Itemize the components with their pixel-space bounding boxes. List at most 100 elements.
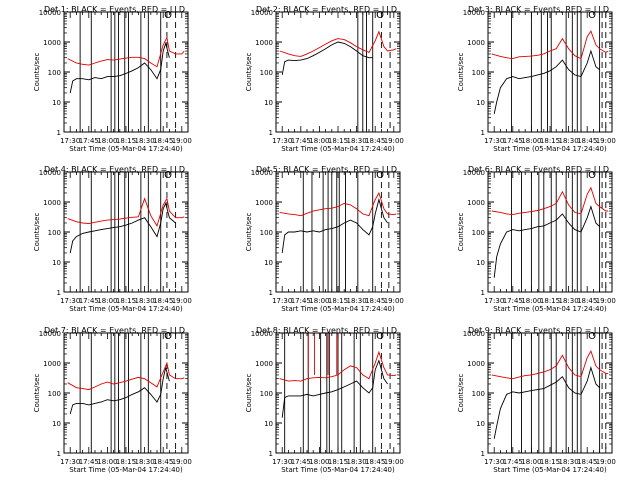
y-tick-label: 1000	[467, 39, 485, 47]
lld-series-line	[279, 30, 397, 57]
x-tick-label: 18:45	[577, 297, 597, 305]
lld-series-line	[67, 36, 185, 68]
lld-series-line	[491, 349, 609, 380]
events-series-line	[69, 367, 170, 415]
x-tick-label: 18:00	[97, 137, 117, 145]
x-tick-label: 18:00	[309, 458, 329, 466]
circle-marker-label: O	[588, 10, 596, 21]
x-tick-label: 18:15	[116, 458, 136, 466]
y-tick-label: 100	[472, 229, 485, 237]
x-tick-label: 18:45	[365, 458, 385, 466]
circle-marker-label: O	[588, 331, 596, 342]
y-tick-label: 100	[260, 229, 273, 237]
x-tick-label: 18:45	[577, 458, 597, 466]
y-axis-label: Counts/sec	[457, 53, 465, 92]
events-series-line	[69, 41, 170, 94]
lld-series-line	[491, 30, 609, 60]
x-tick-label: 18:30	[559, 458, 579, 466]
x-tick-label: 17:45	[79, 297, 99, 305]
y-tick-label: 1	[57, 129, 61, 137]
y-tick-label: 10	[264, 99, 273, 107]
lld-series-line	[279, 191, 397, 217]
y-axis-label: Counts/sec	[457, 213, 465, 252]
y-tick-label: 10	[476, 99, 485, 107]
x-axis-label: Start Time (05-Mar-04 17:24:40)	[281, 466, 395, 474]
y-tick-label: 1000	[255, 360, 273, 368]
y-tick-label: 1000	[255, 199, 273, 207]
x-tick-label: 17:30	[60, 458, 80, 466]
y-tick-label: 1000	[467, 360, 485, 368]
y-axis-label: Counts/sec	[245, 213, 253, 252]
x-tick-label: 18:15	[540, 137, 560, 145]
panel-title: Det 8: BLACK = Events, RED = LLD	[256, 326, 397, 335]
y-tick-label: 1000	[43, 39, 61, 47]
events-series-line	[281, 197, 388, 254]
x-tick-label: 19:00	[384, 137, 404, 145]
y-axis-label: Counts/sec	[33, 374, 41, 413]
x-tick-label: 17:45	[79, 137, 99, 145]
y-tick-label: 100	[472, 390, 485, 398]
x-tick-label: 18:30	[135, 137, 155, 145]
x-tick-label: 19:00	[596, 137, 616, 145]
panel-title: Det 7: BLACK = Events, RED = LLD	[44, 326, 185, 335]
events-series-line	[69, 202, 176, 254]
plot-frame	[63, 171, 189, 293]
y-tick-label: 10000	[463, 330, 485, 338]
x-tick-label: 19:00	[596, 458, 616, 466]
x-tick-label: 17:45	[503, 297, 523, 305]
y-tick-label: 1000	[43, 360, 61, 368]
y-tick-label: 1000	[43, 199, 61, 207]
x-axis-label: Start Time (05-Mar-04 17:24:40)	[281, 145, 395, 153]
y-tick-label: 10	[52, 259, 61, 267]
y-tick-label: 10000	[251, 169, 273, 177]
panel-title: Det 5: BLACK = Events, RED = LLD	[256, 165, 397, 174]
y-tick-label: 1	[57, 289, 61, 297]
y-tick-label: 10	[52, 99, 61, 107]
y-tick-label: 10	[52, 420, 61, 428]
circle-marker-label: O	[164, 170, 172, 181]
y-tick-label: 100	[472, 69, 485, 77]
y-tick-label: 1000	[255, 39, 273, 47]
x-tick-label: 17:30	[272, 137, 292, 145]
x-tick-label: 18:30	[135, 297, 155, 305]
x-tick-label: 17:30	[272, 297, 292, 305]
y-tick-label: 100	[260, 69, 273, 77]
x-tick-label: 17:45	[503, 137, 523, 145]
y-tick-label: 100	[260, 390, 273, 398]
x-tick-label: 18:30	[347, 297, 367, 305]
y-tick-label: 10	[264, 420, 273, 428]
plot-frame	[63, 11, 189, 133]
x-tick-label: 18:00	[521, 137, 541, 145]
y-tick-label: 1	[269, 129, 273, 137]
panel-title: Det 9: BLACK = Events, RED = LLD	[468, 326, 609, 335]
lld-series-line	[67, 197, 185, 228]
x-axis-label: Start Time (05-Mar-04 17:24:40)	[493, 466, 607, 474]
y-tick-label: 10	[476, 259, 485, 267]
y-tick-label: 1	[481, 129, 485, 137]
y-axis-label: Counts/sec	[245, 374, 253, 413]
x-tick-label: 18:00	[521, 458, 541, 466]
x-tick-label: 19:00	[172, 137, 192, 145]
panel-title: Det 6: BLACK = Events, RED = LLD	[468, 165, 609, 174]
x-tick-label: 18:30	[347, 137, 367, 145]
y-tick-label: 10000	[463, 9, 485, 17]
x-tick-label: 19:00	[596, 297, 616, 305]
y-axis-label: Counts/sec	[33, 53, 41, 92]
y-axis-label: Counts/sec	[457, 374, 465, 413]
x-tick-label: 18:15	[540, 297, 560, 305]
y-tick-label: 10000	[251, 9, 273, 17]
x-tick-label: 17:30	[272, 458, 292, 466]
panel-title: Det 3: BLACK = Events, RED = LLD	[468, 5, 609, 14]
x-axis-label: Start Time (05-Mar-04 17:24:40)	[69, 145, 183, 153]
x-tick-label: 19:00	[384, 297, 404, 305]
x-tick-label: 18:00	[309, 297, 329, 305]
plot-frame	[487, 332, 613, 454]
x-tick-label: 18:30	[135, 458, 155, 466]
panel-title: Det 1: BLACK = Events, RED = LLD	[44, 5, 185, 14]
events-series-line	[493, 205, 600, 278]
plot-frame	[487, 11, 613, 133]
